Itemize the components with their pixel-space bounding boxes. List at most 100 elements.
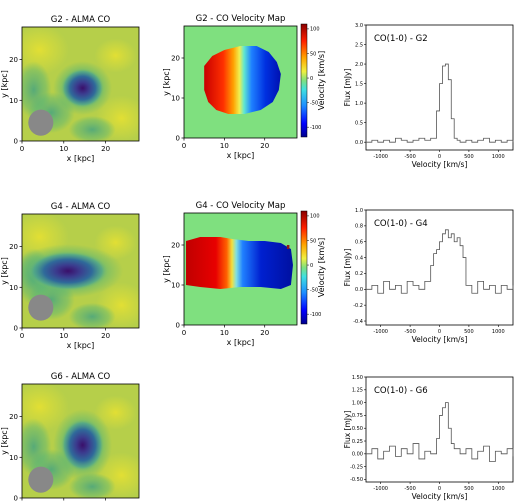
alma-3-emission-peak xyxy=(61,419,104,472)
velmap-2-xlabel: x [kpc] xyxy=(227,338,255,347)
velmap-1-cbar-tick-label: 0 xyxy=(310,76,313,82)
alma-3-ytick-label: 10 xyxy=(9,454,18,462)
alma-2-beam-ellipse xyxy=(28,294,54,321)
spectrum-2-ytick-label: -0.2 xyxy=(353,303,363,309)
spectrum-1-ylabel: Flux [mJy] xyxy=(343,69,352,107)
spectrum-1-xtick-label: -1000 xyxy=(373,154,388,160)
velmap-1-title: G2 - CO Velocity Map xyxy=(196,14,286,24)
velmap-2-cbar-label: Velocity [km/s] xyxy=(317,238,326,297)
spectrum-3-title: CO(1-0) - G6 xyxy=(374,386,428,396)
spectrum-2-ytick-label: 0.2 xyxy=(355,271,363,277)
spectrum-1-ytick-label: 0.0 xyxy=(355,140,363,146)
alma-3-title: G6 - ALMA CO xyxy=(51,372,111,382)
velmap-2-velocity-field xyxy=(186,237,293,289)
spectrum-1-xlabel: Velocity [km/s] xyxy=(412,160,468,169)
velmap-1-xtick-label: 10 xyxy=(220,142,229,150)
spectrum-3-xtick-label: 1000 xyxy=(492,486,505,492)
alma-1-frame xyxy=(21,26,140,142)
alma-1-xlabel: x [kpc] xyxy=(67,154,95,163)
spectrum-2-xtick-label: 0 xyxy=(438,329,441,335)
spectrum-1-ytick-label: 0.5 xyxy=(355,120,363,126)
spectrum-3-ytick-label: -0.50 xyxy=(350,477,363,483)
spectrum-1-xtick-label: 500 xyxy=(464,154,474,160)
spectrum-2-frame xyxy=(365,209,514,326)
velmap-2-xtick-label: 0 xyxy=(182,329,186,337)
velmap-1-xlabel: x [kpc] xyxy=(227,151,255,160)
alma-2-xtick-label: 10 xyxy=(59,332,68,340)
spectrum-2-ytick-label: 0.8 xyxy=(355,224,363,230)
velmap-1-cbar-tick-label: 50 xyxy=(310,51,316,57)
alma-1-beam-ellipse xyxy=(28,109,54,136)
velmap-2-cbar-tick-label: 100 xyxy=(310,214,320,220)
spectrum-2-ytick-label: 0.4 xyxy=(355,255,363,261)
velmap-1-map xyxy=(184,26,297,138)
spectrum-1-xtick-label: -500 xyxy=(404,154,415,160)
velmap-1-cbar-label: Velocity [km/s] xyxy=(317,51,326,110)
spectrum-2-ytick-label: 0.6 xyxy=(355,240,363,246)
alma-2-ytick-label: 20 xyxy=(9,243,18,251)
velmap-2-cbar-tick-label: -50 xyxy=(310,287,318,293)
alma-2-map xyxy=(22,214,139,328)
alma-1-title: G2 - ALMA CO xyxy=(51,15,111,25)
velmap-2-xtick-label: 10 xyxy=(220,329,229,337)
velmap-1-cbar-tick-label: 100 xyxy=(310,27,320,33)
alma-1-map xyxy=(22,27,139,141)
spectrum-3-ytick-label: 1.00 xyxy=(352,400,363,406)
alma-1-emission-peak xyxy=(61,68,104,108)
spectrum-2-ylabel: Flux [mJy] xyxy=(343,249,352,287)
velmap-2-ytick-label: 20 xyxy=(171,242,180,250)
velmap-2-cbar-tick-label: -100 xyxy=(310,312,321,318)
alma-1-ytick-label: 20 xyxy=(9,56,18,64)
alma-2-ylabel: y [kpc] xyxy=(0,257,9,285)
velmap-1-velocity-field xyxy=(204,46,281,114)
velmap-1-cbar-tick-label: -100 xyxy=(310,125,321,131)
velmap-1-xtick-label: 20 xyxy=(260,142,269,150)
alma-3-ytick-label: 20 xyxy=(9,413,18,421)
spectrum-1-title: CO(1-0) - G2 xyxy=(374,34,428,44)
velmap-2-xtick-label: 20 xyxy=(260,329,269,337)
spectrum-2-xtick-label: 1000 xyxy=(492,329,505,335)
spectrum-1-ytick-label: 2.5 xyxy=(355,42,363,48)
alma-1-ylabel: y [kpc] xyxy=(0,70,9,98)
spectrum-2-ytick-label: 1.0 xyxy=(355,208,363,214)
velmap-1-ylabel: y [kpc] xyxy=(162,68,171,96)
alma-3-frame xyxy=(21,383,140,499)
spectrum-3-ytick-label: -0.25 xyxy=(350,464,363,470)
velmap-2-ylabel: y [kpc] xyxy=(162,255,171,283)
velmap-1-xtick-label: 0 xyxy=(182,142,186,150)
spectrum-3-ytick-label: 0.25 xyxy=(352,439,363,445)
spectrum-1-ytick-label: 1.5 xyxy=(355,81,363,87)
spectrum-3-line xyxy=(366,402,514,462)
velmap-2-ytick-label: 10 xyxy=(171,282,180,290)
alma-1-ytick-label: 0 xyxy=(14,138,18,146)
alma-2-xlabel: x [kpc] xyxy=(67,341,95,350)
velmap-1-colorbar xyxy=(300,23,308,138)
spectrum-3-xtick-label: 0 xyxy=(438,486,441,492)
spectrum-3-ytick-label: 0.50 xyxy=(352,426,363,432)
spectrum-2-ytick-label: 0.0 xyxy=(355,287,363,293)
spectrum-3-ytick-label: 0.00 xyxy=(352,452,363,458)
velmap-1-cbar-tick-label: -50 xyxy=(310,100,318,106)
alma-1-xtick-label: 10 xyxy=(59,145,68,153)
spectrum-2-xtick-label: -500 xyxy=(404,329,415,335)
velmap-1-ytick-label: 20 xyxy=(171,55,180,63)
spectrum-1-ytick-label: 3.0 xyxy=(355,23,363,29)
spectrum-2-xlabel: Velocity [km/s] xyxy=(412,335,468,344)
spectrum-3-ytick-label: 0.75 xyxy=(352,413,363,419)
alma-3-beam-ellipse xyxy=(28,466,54,493)
alma-1-ytick-label: 10 xyxy=(9,97,18,105)
spectrum-3-ytick-label: 1.50 xyxy=(352,375,363,381)
alma-2-frame xyxy=(21,213,140,329)
alma-3-map xyxy=(22,384,139,498)
spectrum-3-xtick-label: -1000 xyxy=(373,486,388,492)
spectrum-1-ytick-label: 2.0 xyxy=(355,62,363,68)
spectrum-2-title: CO(1-0) - G4 xyxy=(374,219,428,229)
spectrum-1-xtick-label: 0 xyxy=(438,154,441,160)
spectrum-3-xtick-label: 500 xyxy=(464,486,474,492)
velmap-1-frame xyxy=(183,25,298,139)
spectrum-3-ylabel: Flux [mJy] xyxy=(343,411,352,449)
spectrum-1-xtick-label: 1000 xyxy=(492,154,505,160)
spectrum-3-xtick-label: -500 xyxy=(404,486,415,492)
alma-3-ytick-label: 0 xyxy=(14,495,18,501)
